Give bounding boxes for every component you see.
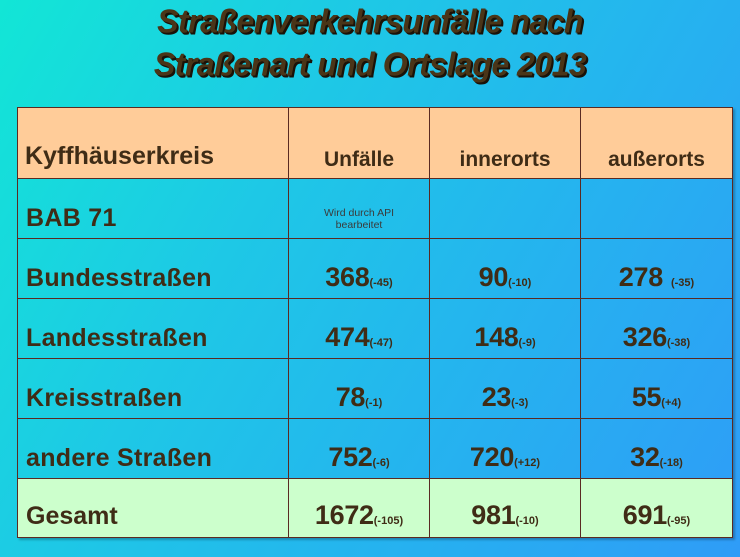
cell-accidents: 752(-6) — [288, 418, 430, 479]
delta: (-18) — [659, 457, 683, 469]
value: 720 — [469, 442, 515, 472]
header-region: Kyffhäuserkreis — [17, 107, 289, 179]
accident-statistics-table: Kyffhäuserkreis Unfälle innerorts außero… — [17, 107, 733, 538]
table-row-landesstrassen: Landesstraßen 474(-47) 148(-9) 326(-38) — [17, 298, 733, 359]
value: 78 — [335, 382, 366, 412]
api-note-line-2: bearbeitet — [335, 219, 383, 231]
api-note-line-1: Wird durch API — [323, 207, 395, 219]
row-label: Landesstraßen — [17, 298, 289, 359]
row-label: Bundesstraßen — [17, 238, 289, 299]
table-row-kreisstrassen: Kreisstraßen 78(-1) 23(-3) 55(+4) — [17, 358, 733, 419]
cell-urban: 720(+12) — [429, 418, 581, 479]
cell-rural — [580, 178, 733, 239]
table-row-bab71: BAB 71 Wird durch API bearbeitet — [17, 178, 733, 239]
cell-rural: 278 (-35) — [580, 238, 733, 299]
value: 474 — [325, 322, 370, 352]
delta: (-1) — [365, 397, 383, 409]
cell-urban — [429, 178, 581, 239]
header-rural: außerorts — [580, 107, 733, 179]
table-row-total: Gesamt 1672(-105) 981(-10) 691(-95) — [17, 478, 733, 538]
row-label: andere Straßen — [17, 418, 289, 479]
row-label: BAB 71 — [17, 178, 289, 239]
header-urban: innerorts — [429, 107, 581, 179]
value: 691 — [622, 500, 667, 530]
delta: (-10) — [515, 515, 539, 527]
cell-accidents: 474(-47) — [288, 298, 430, 359]
delta: (-35) — [670, 277, 695, 289]
cell-accidents-note: Wird durch API bearbeitet — [288, 178, 430, 239]
value: 55 — [631, 382, 662, 412]
cell-accidents: 368(-45) — [288, 238, 430, 299]
cell-rural: 326(-38) — [580, 298, 733, 359]
total-label: Gesamt — [17, 478, 289, 538]
page-title: Straßenverkehrsunfälle nach Straßenart u… — [0, 0, 740, 86]
cell-rural: 32(-18) — [580, 418, 733, 479]
value: 32 — [630, 442, 660, 472]
cell-accidents: 78(-1) — [288, 358, 430, 419]
value: 1672 — [314, 500, 374, 530]
value: 278 — [618, 262, 663, 292]
title-line-1: Straßenverkehrsunfälle nach — [157, 2, 583, 40]
value: 368 — [325, 262, 370, 292]
delta: (-45) — [369, 277, 393, 289]
cell-accidents: 1672(-105) — [288, 478, 430, 538]
delta: (-95) — [666, 515, 691, 527]
delta: (-38) — [666, 337, 691, 349]
delta: (-6) — [372, 457, 390, 469]
table-header-row: Kyffhäuserkreis Unfälle innerorts außero… — [17, 107, 733, 179]
header-accidents: Unfälle — [288, 107, 430, 179]
delta: (-105) — [373, 515, 404, 527]
delta: (-9) — [518, 337, 536, 349]
delta: (-47) — [369, 337, 393, 349]
title-line-2: Straßenart und Ortslage 2013 — [153, 45, 587, 83]
row-label: Kreisstraßen — [17, 358, 289, 419]
cell-rural: 691(-95) — [580, 478, 733, 538]
delta: (-3) — [511, 397, 529, 409]
value: 326 — [622, 322, 667, 352]
delta: (-10) — [508, 277, 532, 289]
value: 752 — [328, 442, 373, 472]
cell-urban: 90(-10) — [429, 238, 581, 299]
value: 148 — [474, 322, 519, 352]
value: 90 — [478, 262, 509, 292]
cell-rural: 55(+4) — [580, 358, 733, 419]
cell-urban: 23(-3) — [429, 358, 581, 419]
cell-urban: 148(-9) — [429, 298, 581, 359]
cell-urban: 981(-10) — [429, 478, 581, 538]
delta: (+4) — [661, 397, 682, 409]
delta: (+12) — [514, 457, 541, 469]
table-row-andere-strassen: andere Straßen 752(-6) 720(+12) 32(-18) — [17, 418, 733, 479]
value: 23 — [481, 382, 512, 412]
value: 981 — [471, 500, 516, 530]
table-row-bundesstrassen: Bundesstraßen 368(-45) 90(-10) 278 (-35) — [17, 238, 733, 299]
